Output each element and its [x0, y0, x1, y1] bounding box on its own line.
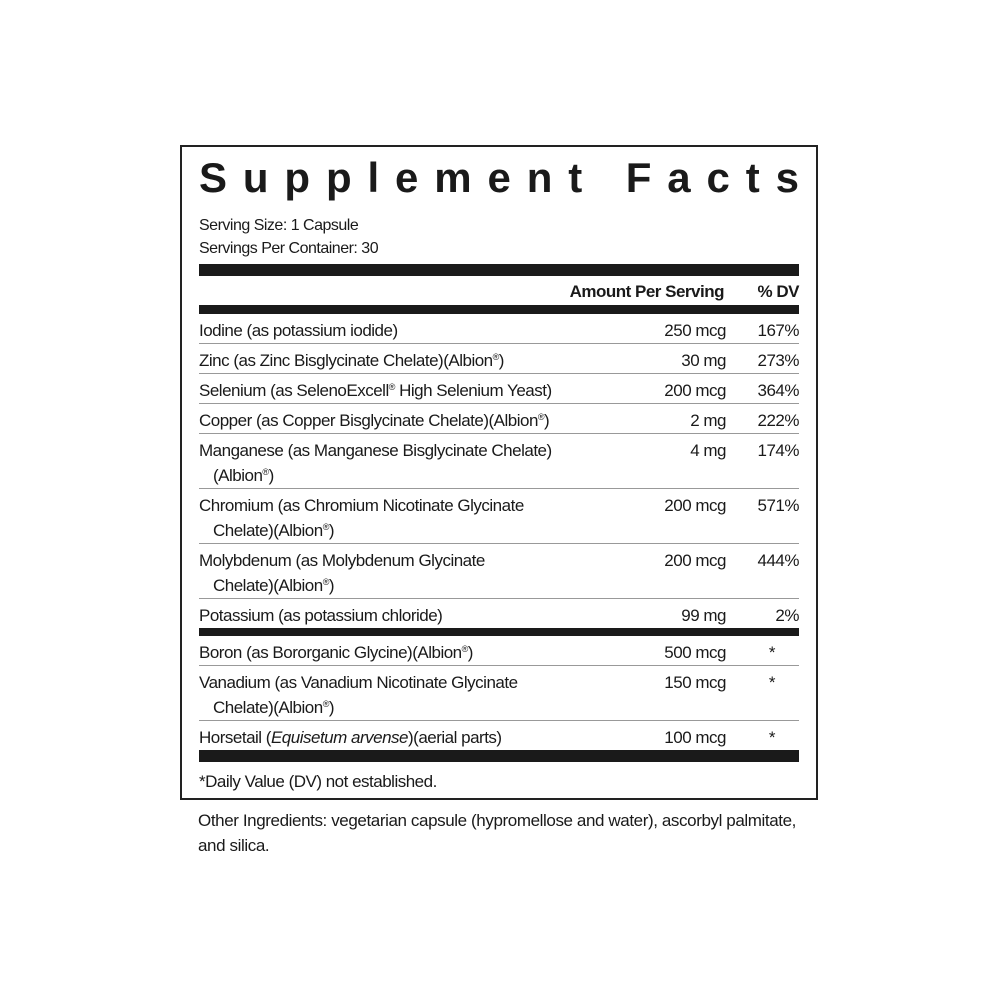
- divider-thick: [199, 750, 799, 762]
- nutrient-name: Horsetail (Equisetum arvense)(aerial par…: [199, 728, 502, 747]
- nutrient-amount: 100 mcg: [664, 728, 726, 747]
- nutrient-dv: *: [768, 728, 776, 747]
- nutrient-name: Iodine (as potassium iodide): [199, 321, 398, 340]
- column-header: Amount Per Serving % DV: [199, 276, 800, 305]
- nutrient-amount: 30 mg: [681, 351, 726, 370]
- nutrient-amount: 500 mcg: [664, 643, 726, 662]
- nutrient-amount: 200 mcg: [664, 381, 726, 400]
- nutrient-row: Zinc (as Zinc Bisglycinate Chelate)(Albi…: [199, 344, 800, 374]
- nutrient-name: Copper (as Copper Bisglycinate Chelate)(…: [199, 411, 550, 430]
- nutrient-amount: 150 mcg: [664, 673, 726, 692]
- nutrient-row: Vanadium (as Vanadium Nicotinate Glycina…: [199, 666, 799, 721]
- nutrient-group-2: Boron (as Bororganic Glycine)(Albion®) 50…: [199, 636, 799, 750]
- nutrient-row: Copper (as Copper Bisglycinate Chelate)(…: [199, 404, 800, 434]
- nutrient-row: Chromium (as Chromium Nicotinate Glycina…: [199, 489, 800, 544]
- nutrient-dv: *: [768, 643, 776, 662]
- nutrient-amount: 4 mg: [690, 441, 726, 460]
- divider-medium: [199, 628, 799, 636]
- nutrient-row: Boron (as Bororganic Glycine)(Albion®) 50…: [199, 636, 799, 666]
- nutrient-dv: 2%: [775, 606, 799, 625]
- nutrient-name: Zinc (as Zinc Bisglycinate Chelate)(Albi…: [199, 351, 504, 370]
- nutrient-amount: 200 mcg: [664, 496, 726, 515]
- nutrient-row: Molybdenum (as Molybdenum Glycinate Chela…: [199, 544, 800, 599]
- nutrient-dv: 571%: [757, 496, 800, 515]
- amount-header: Amount Per Serving: [569, 282, 725, 301]
- nutrient-row: Iodine (as potassium iodide) 250 mcg 167%: [199, 314, 800, 344]
- nutrient-dv: 167%: [757, 321, 800, 340]
- nutrient-name: Molybdenum (as Molybdenum Glycinate Chela…: [199, 551, 485, 595]
- nutrient-name: Vanadium (as Vanadium Nicotinate Glycina…: [199, 673, 518, 717]
- nutrient-row: Horsetail (Equisetum arvense)(aerial par…: [199, 721, 799, 750]
- nutrient-amount: 250 mcg: [664, 321, 726, 340]
- divider-medium: [199, 305, 799, 314]
- nutrient-group-1: Iodine (as potassium iodide) 250 mcg 167% Z…: [199, 314, 800, 628]
- nutrient-amount: 99 mg: [681, 606, 726, 625]
- nutrient-row: Manganese (as Manganese Bisglycinate Che…: [199, 434, 800, 489]
- dv-header: % DV: [757, 282, 800, 301]
- nutrient-name: Boron (as Bororganic Glycine)(Albion®): [199, 643, 473, 662]
- nutrient-amount: 200 mcg: [664, 551, 726, 570]
- nutrient-dv: 174%: [757, 441, 800, 460]
- nutrient-dv: 222%: [757, 411, 800, 430]
- nutrient-name: Potassium (as potassium chloride): [199, 606, 443, 625]
- serving-size: Serving Size: 1 Capsule: [199, 217, 359, 234]
- nutrient-name: Selenium (as SelenoExcell® High Selenium…: [199, 381, 552, 400]
- nutrient-amount: 2 mg: [690, 411, 726, 430]
- nutrient-name: Chromium (as Chromium Nicotinate Glycina…: [199, 496, 524, 540]
- other-ingredients: Other Ingredients: vegetarian capsule (h…: [198, 811, 797, 855]
- nutrient-row: Potassium (as potassium chloride) 99 mg 2%: [199, 599, 800, 628]
- nutrient-dv: 273%: [757, 351, 800, 370]
- nutrient-name: Manganese (as Manganese Bisglycinate Che…: [199, 441, 552, 485]
- nutrient-dv: *: [768, 673, 776, 692]
- nutrient-dv: 364%: [757, 381, 800, 400]
- divider-thick: [199, 264, 799, 276]
- footnote: *Daily Value (DV) not established.: [199, 772, 437, 791]
- nutrient-dv: 444%: [757, 551, 800, 570]
- servings-per-container: Servings Per Container: 30: [199, 240, 379, 257]
- nutrient-row: Selenium (as SelenoExcell® High Selenium…: [199, 374, 800, 404]
